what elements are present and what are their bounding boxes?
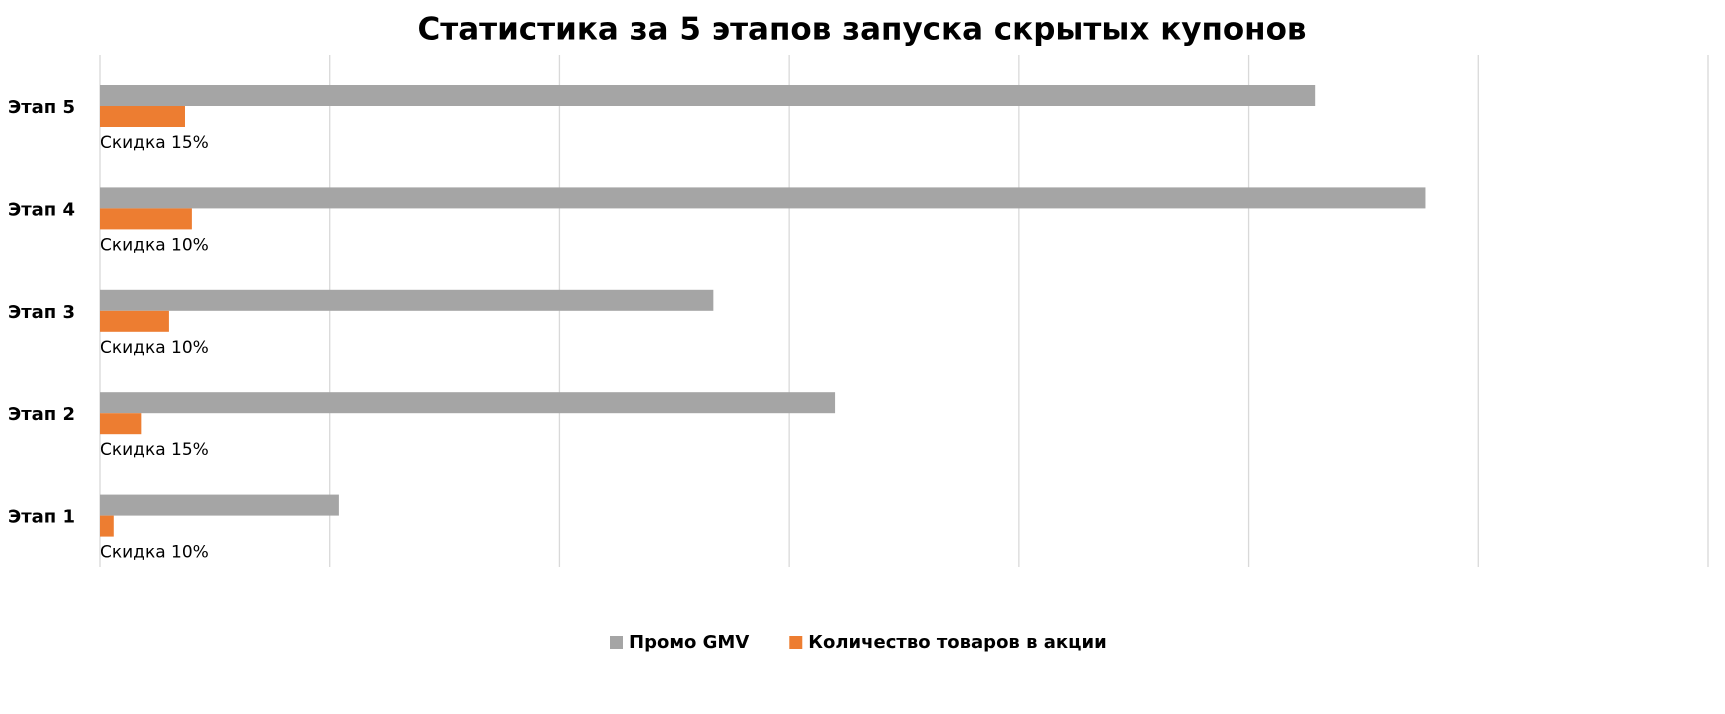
data-annotation: Скидка 15% [100,440,209,460]
chart-title: Статистика за 5 этапов запуска скрытых к… [417,12,1306,48]
bar [100,187,1426,209]
bar [100,106,185,127]
bar [100,515,114,537]
bar [100,85,1316,106]
y-tick-label: Этап 1 [8,507,75,528]
bar [100,310,169,332]
legend-swatch [610,636,623,649]
bar [100,289,714,311]
bar [100,392,836,414]
legend-label: Промо GMV [629,632,749,653]
data-annotation: Скидка 10% [100,338,209,358]
y-tick-label: Этап 3 [8,302,75,323]
legend-swatch [789,636,803,649]
y-tick-label: Этап 2 [8,404,75,425]
bar [100,208,192,230]
data-annotation: Скидка 10% [100,235,209,255]
data-annotation: Скидка 10% [100,543,209,563]
bar [100,413,142,435]
y-tick-label: Этап 5 [8,97,75,118]
y-tick-label: Этап 4 [8,199,75,220]
data-annotation: Скидка 15% [100,133,209,153]
legend-label: Количество товаров в акции [808,632,1106,653]
bar [100,494,339,516]
